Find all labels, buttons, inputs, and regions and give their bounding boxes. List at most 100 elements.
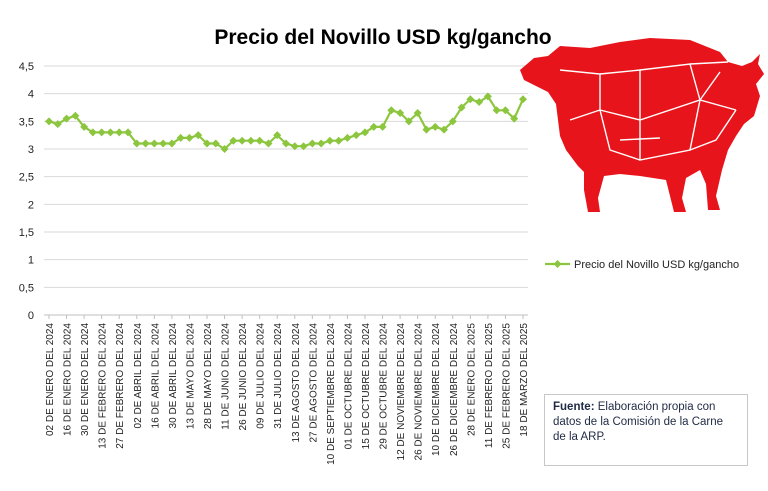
- data-point: [62, 114, 71, 123]
- source-note: Fuente: Elaboración propia con datos de …: [544, 394, 748, 466]
- data-point: [264, 139, 273, 148]
- data-point: [448, 117, 457, 126]
- y-tick-label: 0: [28, 310, 34, 322]
- data-point: [150, 139, 159, 148]
- data-point: [422, 125, 431, 134]
- data-point: [167, 139, 176, 148]
- y-tick-label: 1,5: [19, 227, 34, 239]
- x-tick-label: 02 DE ABRIL DEL 2024: [133, 323, 144, 429]
- data-point: [396, 109, 405, 118]
- data-point: [106, 128, 115, 137]
- data-point: [97, 128, 106, 137]
- y-tick-label: 1: [28, 255, 34, 267]
- source-label: Fuente:: [553, 401, 595, 413]
- x-tick-label: 31 DE JULIO DEL 2024: [273, 323, 284, 429]
- x-tick-label: 28 DE ENERO DEL 2025: [466, 323, 477, 436]
- legend-label: Precio del Novillo USD kg/gancho: [574, 259, 739, 271]
- data-point: [53, 120, 62, 129]
- x-tick-label: 13 DE AGOSTO DEL 2024: [291, 323, 302, 443]
- x-tick-label: 28 DE MAYO DEL 2024: [203, 323, 214, 430]
- x-tick-label: 11 DE JUNIO DEL 2024: [221, 323, 232, 430]
- data-point: [159, 139, 168, 148]
- data-point: [220, 145, 229, 153]
- data-point: [440, 125, 448, 134]
- x-tick-label: 26 DE DICIEMBRE DEL 2024: [449, 323, 460, 456]
- y-tick-label: 4,5: [19, 61, 34, 73]
- data-point: [71, 111, 80, 120]
- data-point: [246, 136, 255, 145]
- x-tick-label: 27 DE AGOSTO DEL 2024: [308, 323, 319, 443]
- data-point: [308, 139, 317, 148]
- data-point: [413, 109, 422, 118]
- data-point: [361, 128, 369, 137]
- data-point: [238, 136, 247, 145]
- data-point: [334, 136, 343, 145]
- x-tick-label: 09 DE JULIO DEL 2024: [256, 323, 267, 429]
- data-point: [466, 95, 475, 104]
- data-point: [141, 139, 150, 148]
- x-tick-label: 27 DE FEBRERO DEL 2024: [115, 323, 126, 449]
- axes: 0 0,5 1 1,5 2 2,5 3 3,5 4 4,5 02 DE ENERO DEL 2024…: [19, 61, 530, 465]
- x-tick-label: 02 DE ENERO DEL 2024: [45, 323, 56, 436]
- x-tick-label: 30 DE ABRIL DEL 2024: [168, 323, 179, 429]
- bull-cut-lines: [559, 61, 737, 161]
- x-tick-label: 11 DE FEBRERO DEL 2025: [484, 323, 495, 448]
- bull-illustration: [520, 38, 764, 212]
- data-point: [501, 106, 510, 115]
- data-point: [185, 133, 194, 142]
- x-tick-label: 10 DE DICIEMBRE DEL 2024: [431, 323, 442, 456]
- data-point: [343, 133, 352, 142]
- x-tick-label: 13 DE MAYO DEL 2024: [185, 323, 196, 430]
- data-point: [492, 106, 501, 115]
- data-point: [176, 133, 185, 142]
- x-tick-label: 12 DE NOVIEMBRE DEL 2024: [396, 323, 407, 461]
- data-point: [510, 114, 519, 123]
- x-tick-label: 16 DE ABRIL DEL 2024: [150, 323, 161, 429]
- data-point: [203, 139, 211, 148]
- data-point: [475, 97, 484, 106]
- y-tick-label: 3: [28, 144, 34, 156]
- x-tick-label: 15 DE OCTUBRE DEL 2024: [361, 323, 372, 450]
- data-point: [255, 136, 264, 145]
- data-point: [299, 142, 308, 151]
- x-tick-label: 26 DE JUNIO DEL 2024: [238, 323, 249, 431]
- x-tick-label: 25 DE FEBRERO DEL 2025: [501, 323, 512, 449]
- bull-silhouette: [520, 38, 764, 212]
- y-tick-label: 2: [28, 199, 34, 211]
- data-point: [80, 122, 89, 131]
- y-tick-label: 0,5: [19, 282, 34, 294]
- gridlines: [44, 65, 528, 316]
- data-point: [378, 122, 387, 131]
- data-point: [124, 128, 132, 137]
- data-point: [273, 131, 282, 140]
- x-tick-label: 26 DE NOVIEMBRE DEL 2024: [414, 323, 425, 461]
- series-layer: [45, 92, 527, 153]
- chart-title: Precio del Novillo USD kg/gancho: [214, 26, 551, 49]
- data-point: [352, 131, 361, 140]
- x-tick-label: 30 DE ENERO DEL 2024: [80, 323, 91, 436]
- data-point: [132, 139, 141, 148]
- x-tick-label: 10 DE SEPTIEMBRE DEL 2024: [326, 323, 337, 465]
- x-tick-label: 16 DE ENERO DEL 2024: [63, 323, 74, 436]
- x-tick-label: 01 DE OCTUBRE DEL 2024: [343, 323, 354, 450]
- data-point: [88, 128, 97, 137]
- data-point: [194, 131, 203, 140]
- data-point: [45, 117, 53, 126]
- y-tick-label: 4: [28, 89, 34, 101]
- x-tick-label: 13 DE FEBRERO DEL 2024: [98, 323, 109, 449]
- data-point: [483, 92, 492, 101]
- data-point: [317, 139, 326, 148]
- legend: Precio del Novillo USD kg/gancho: [545, 259, 739, 271]
- source-text: Elaboración propia con datos de la Comis…: [553, 401, 724, 443]
- y-tick-label: 2,5: [19, 172, 34, 184]
- data-point: [115, 128, 124, 137]
- data-point: [369, 122, 378, 131]
- data-point: [211, 139, 220, 148]
- data-point: [229, 136, 238, 145]
- data-point: [404, 117, 413, 126]
- data-point: [325, 136, 334, 145]
- data-point: [290, 142, 299, 151]
- data-point: [519, 95, 527, 104]
- legend-marker: [553, 260, 562, 268]
